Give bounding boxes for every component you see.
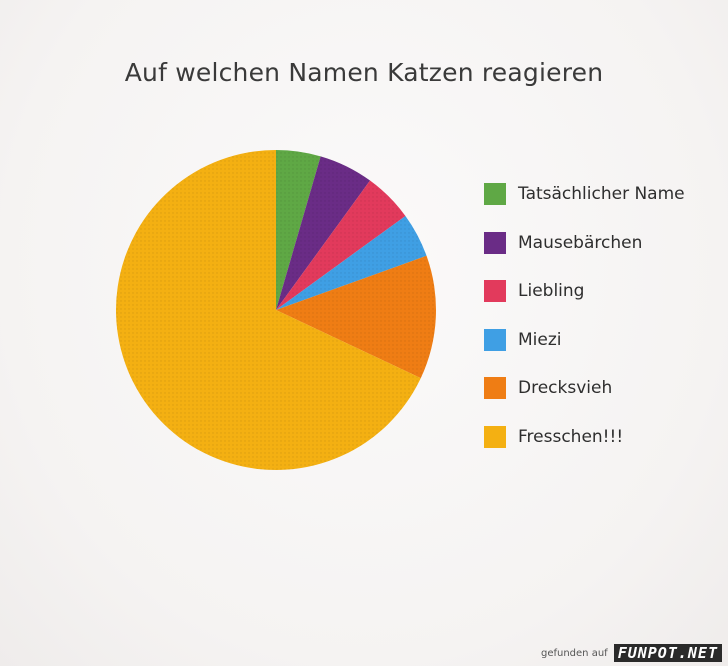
legend-swatch [484, 328, 506, 351]
legend-item: Liebling [484, 279, 685, 303]
legend-swatch [484, 231, 506, 254]
legend-item: Drecksvieh [484, 376, 685, 400]
pie-slice-texture-5 [276, 255, 436, 379]
legend-swatch [484, 183, 506, 205]
legend-swatch [484, 377, 506, 399]
legend-label: Liebling [518, 281, 585, 301]
legend-label: Mausebärchen [518, 232, 643, 253]
legend-swatch [484, 280, 506, 302]
pie-slice-texture-2 [276, 156, 371, 310]
watermark: gefunden auf FUNPOT.NET [541, 644, 722, 662]
legend-label: Drecksvieh [518, 378, 613, 398]
legend-item: Tatsächlicher Name [484, 182, 685, 206]
pie-slice-texture-3 [276, 180, 406, 310]
legend-label: Tatsächlicher Name [518, 184, 685, 204]
pie-slice-texture-4 [276, 215, 427, 310]
legend-item: Miezi [484, 328, 685, 352]
legend-swatch [484, 425, 506, 448]
pie-slices [115, 150, 436, 470]
watermark-prefix: gefunden auf [540, 647, 608, 659]
legend: Tatsächlicher Name Mausebärchen Liebling Mi… [484, 182, 685, 473]
legend-label: Miezi [518, 329, 562, 350]
legend-item: Fresschen!!! [484, 425, 685, 449]
legend-item: Mausebärchen [484, 231, 685, 255]
pie-slice-texture-6 [115, 150, 421, 470]
chart-title: Auf welchen Namen Katzen reagieren [124, 58, 604, 87]
legend-label: Fresschen!!! [518, 426, 624, 447]
watermark-logo: FUNPOT.NET [613, 644, 722, 662]
pie-slice-texture-1 [276, 150, 321, 310]
